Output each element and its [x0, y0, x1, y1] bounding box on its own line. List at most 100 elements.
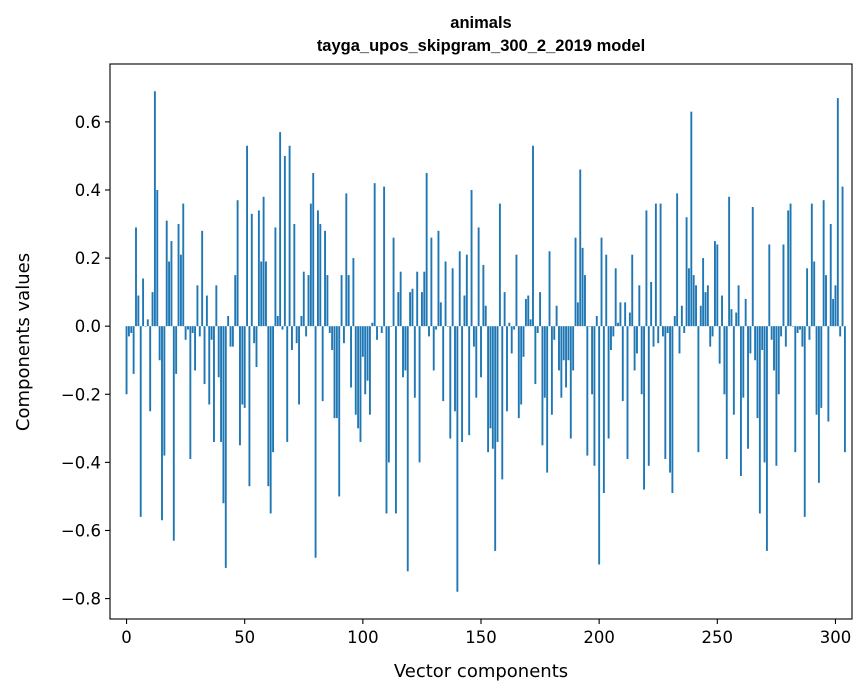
bar-225: [657, 326, 660, 344]
x-tick-label: 200: [583, 628, 615, 647]
bar-123: [416, 271, 419, 327]
bar-36: [210, 326, 213, 340]
bar-103: [368, 326, 371, 415]
bar-65: [279, 132, 282, 327]
bar-268: [758, 326, 761, 514]
bar-288: [806, 268, 809, 327]
bar-63: [274, 227, 277, 327]
bars-group: [125, 91, 846, 592]
bar-73: [298, 326, 300, 405]
bar-76: [305, 326, 308, 337]
bar-107: [378, 326, 381, 327]
bar-79: [312, 172, 315, 327]
bar-260: [739, 326, 742, 476]
y-axis-label: Components values: [13, 253, 34, 431]
bar-114: [394, 326, 397, 514]
bar-133: [439, 302, 442, 327]
bar-25: [184, 326, 187, 340]
bar-174: [536, 326, 539, 333]
bar-246: [706, 285, 709, 327]
bar-293: [817, 326, 820, 483]
bar-142: [461, 326, 464, 442]
bar-138: [451, 268, 454, 327]
bar-50: [243, 326, 246, 408]
bar-217: [638, 285, 641, 327]
bar-240: [692, 275, 695, 327]
bar-186: [565, 326, 568, 388]
bar-119: [406, 326, 409, 572]
bar-134: [442, 326, 445, 402]
bar-106: [376, 326, 378, 340]
bar-297: [827, 326, 830, 422]
bar-96: [352, 258, 355, 327]
bar-151: [482, 264, 485, 327]
bar-190: [574, 237, 577, 327]
bar-131: [435, 326, 438, 330]
bar-47: [236, 200, 239, 327]
bar-84: [324, 230, 326, 327]
bar-208: [617, 322, 619, 327]
bar-2: [130, 326, 133, 333]
bar-24: [182, 203, 185, 327]
bar-11: [151, 292, 154, 327]
bar-3: [132, 326, 135, 374]
bar-19: [170, 241, 173, 327]
bar-209: [619, 302, 622, 327]
bar-218: [640, 326, 643, 395]
bar-69: [288, 145, 291, 327]
bar-258: [735, 312, 738, 327]
bar-214: [631, 254, 634, 327]
bar-51: [246, 145, 248, 327]
bar-205: [610, 326, 612, 351]
bar-35: [208, 326, 211, 405]
bar-49: [241, 326, 244, 405]
bar-105: [373, 183, 376, 327]
bar-140: [456, 326, 459, 592]
bar-270: [763, 326, 766, 463]
bar-30: [196, 285, 199, 327]
bar-173: [534, 326, 537, 385]
bar-150: [480, 326, 482, 378]
bar-192: [579, 169, 582, 327]
bar-143: [463, 295, 466, 327]
bar-222: [650, 281, 653, 327]
bar-67: [283, 155, 286, 327]
bar-236: [683, 326, 686, 333]
bar-139: [454, 326, 456, 412]
bar-228: [664, 326, 667, 459]
bar-269: [761, 326, 764, 351]
bar-45: [231, 326, 234, 347]
bar-121: [411, 288, 414, 327]
bar-278: [782, 244, 785, 327]
bar-273: [770, 326, 773, 340]
bar-212: [626, 326, 629, 459]
bar-213: [628, 312, 631, 327]
bar-219: [643, 326, 645, 490]
bar-224: [654, 203, 657, 327]
bar-279: [784, 326, 787, 347]
bar-148: [475, 326, 478, 398]
bar-57: [260, 261, 263, 327]
y-tick-label: 0.2: [75, 249, 101, 268]
bar-77: [307, 275, 310, 327]
bar-102: [366, 326, 369, 381]
bar-170: [527, 295, 530, 327]
bar-88: [333, 326, 336, 419]
bar-230: [669, 326, 671, 473]
bar-62: [272, 326, 274, 453]
bar-141: [458, 251, 461, 327]
bar-149: [477, 227, 480, 327]
bar-23: [179, 254, 182, 327]
bar-249: [714, 241, 716, 327]
bar-242: [697, 326, 700, 453]
bar-104: [371, 322, 374, 327]
bar-60: [267, 326, 270, 487]
bar-280: [787, 210, 790, 327]
bar-110: [385, 326, 388, 514]
bar-244: [702, 258, 705, 327]
bar-166: [517, 326, 520, 419]
bar-187: [567, 326, 570, 361]
bar-206: [612, 326, 615, 337]
bar-154: [489, 326, 492, 429]
bar-188: [569, 326, 572, 439]
